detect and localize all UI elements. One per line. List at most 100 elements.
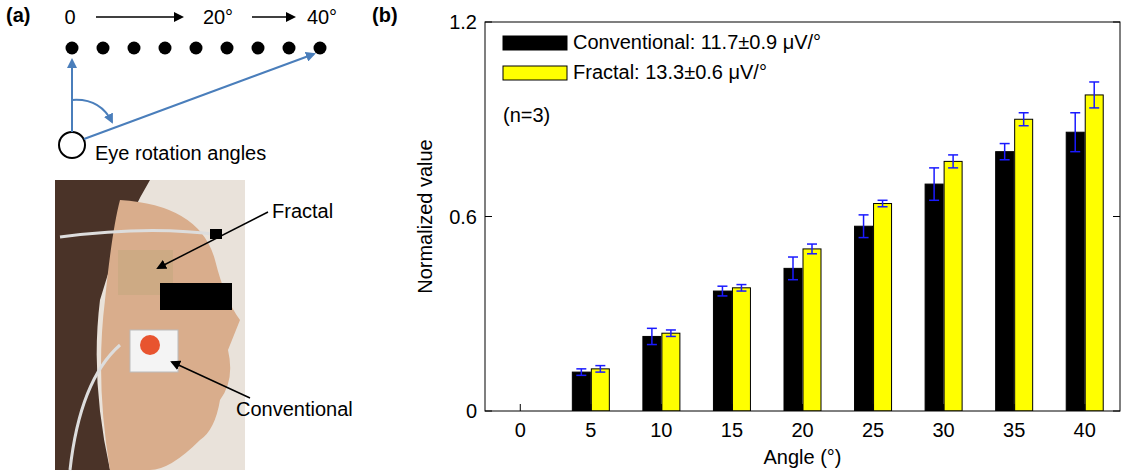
legend-label: Conventional: 11.7±0.9 μV/° — [573, 31, 821, 53]
cable — [60, 230, 220, 237]
x-tick — [943, 404, 944, 411]
plot-frame — [485, 22, 1120, 411]
figure: (a)020°40°Eye rotation anglesFractalConv… — [0, 0, 1133, 472]
bar — [1085, 95, 1103, 411]
error-cap — [576, 375, 586, 377]
x-tick — [520, 404, 521, 411]
error-line — [863, 215, 865, 238]
error-cap — [1019, 112, 1029, 114]
x-tick-label: 10 — [650, 419, 672, 441]
panel-a: (a)020°40°Eye rotation anglesFractalConv… — [6, 4, 353, 470]
bar — [643, 336, 661, 411]
error-cap — [788, 256, 798, 258]
target-dot — [128, 42, 141, 55]
error-bar — [647, 328, 657, 344]
y-tick — [1113, 22, 1120, 23]
error-cap — [647, 328, 657, 330]
x-tick-label: 25 — [862, 419, 884, 441]
x-tick-label: 5 — [585, 419, 596, 441]
bar — [572, 372, 590, 411]
error-cap — [807, 253, 817, 255]
x-tick-label: 35 — [1003, 419, 1025, 441]
angle-label: 0 — [64, 6, 75, 28]
target-dot — [283, 42, 296, 55]
error-line — [952, 155, 954, 168]
error-cap — [1089, 81, 1099, 83]
bar — [713, 291, 731, 411]
error-cap — [647, 344, 657, 346]
marks — [572, 82, 1103, 411]
target-dot — [66, 42, 79, 55]
error-bar — [717, 286, 727, 296]
error-cap — [807, 243, 817, 245]
error-cap — [666, 336, 676, 338]
error-bar — [859, 215, 869, 238]
panel-label: (a) — [6, 4, 30, 26]
bar — [732, 288, 750, 411]
pointer — [172, 362, 250, 398]
error-line — [792, 257, 794, 280]
error-cap — [1070, 112, 1080, 114]
error-line — [933, 168, 935, 200]
error-cap — [717, 295, 727, 297]
error-line — [1004, 144, 1006, 160]
error-bar — [1089, 82, 1099, 108]
error-cap — [1000, 143, 1010, 145]
face — [101, 200, 240, 470]
bar — [996, 152, 1014, 411]
error-cap — [595, 371, 605, 373]
bar — [1066, 132, 1084, 411]
panel-b: (b)00.61.20510152025303540Angle (°)Norma… — [372, 4, 1120, 468]
error-bar — [595, 366, 605, 372]
cable — [70, 345, 120, 470]
bar — [803, 249, 821, 411]
arrow — [71, 60, 73, 132]
pointer — [158, 212, 268, 268]
error-line — [581, 369, 583, 375]
error-cap — [1089, 107, 1099, 109]
x-tick-label: 30 — [932, 419, 954, 441]
error-cap — [878, 206, 888, 208]
x-tick-label: 15 — [721, 419, 743, 441]
legend: Conventional: 11.7±0.9 μV/°Fractal: 13.3… — [503, 31, 821, 83]
y-tick — [1113, 216, 1120, 217]
y-tick-label: 0.6 — [449, 206, 477, 228]
error-cap — [717, 285, 727, 287]
error-line — [722, 286, 724, 296]
error-cap — [1070, 151, 1080, 153]
x-tick — [661, 404, 662, 411]
error-bar — [788, 257, 798, 280]
x-tick — [731, 404, 732, 411]
error-line — [1093, 82, 1095, 108]
panel-label: (b) — [372, 4, 398, 26]
target-dot — [314, 42, 327, 55]
x-axis-title: Angle (°) — [763, 446, 841, 468]
target-dot — [252, 42, 265, 55]
error-bar — [736, 285, 746, 291]
error-line — [670, 330, 672, 336]
error-cap — [666, 329, 676, 331]
error-line — [741, 285, 743, 291]
x-tick-label: 40 — [1074, 419, 1096, 441]
y-tick-label: 0 — [466, 400, 477, 422]
x-tick — [873, 404, 874, 411]
y-tick — [485, 22, 492, 23]
bar — [591, 369, 609, 411]
annotation: (n=3) — [503, 104, 550, 126]
error-cap — [859, 237, 869, 239]
target-dot — [159, 42, 172, 55]
y-tick — [485, 411, 492, 412]
electrode-label: Fractal — [272, 200, 333, 222]
x-tick — [590, 404, 591, 411]
y-tick — [1113, 411, 1120, 412]
arrow — [252, 16, 294, 18]
conventional-electrode — [130, 330, 178, 372]
bar — [1015, 119, 1033, 411]
rotation-arc — [72, 100, 112, 122]
error-cap — [948, 167, 958, 169]
target-dot — [190, 42, 203, 55]
privacy-bar — [160, 283, 232, 310]
arrow — [96, 16, 182, 18]
error-cap — [736, 284, 746, 286]
arrow — [84, 54, 314, 139]
